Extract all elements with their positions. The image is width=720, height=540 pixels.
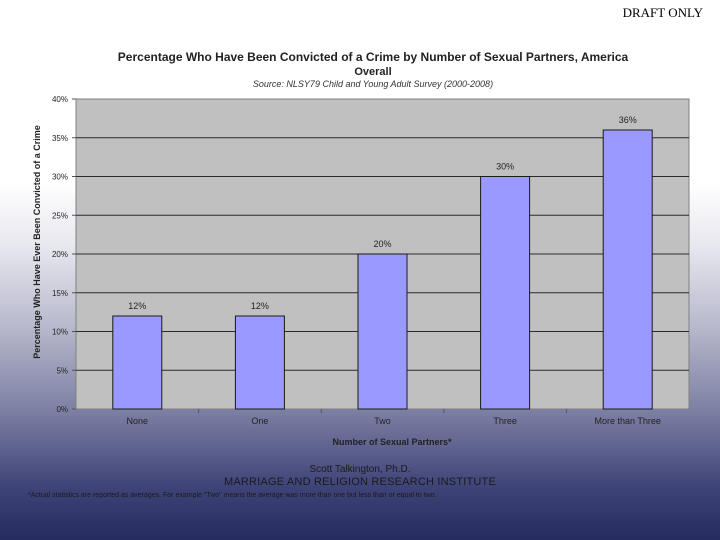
y-tick-label: 5% — [56, 366, 68, 375]
chart-subtitle: Overall — [354, 66, 391, 78]
x-tick-label: One — [251, 416, 268, 426]
footnote: *Actual statistics are reported as avera… — [28, 492, 437, 499]
data-labels: 12% 12% 20% 30% 36% — [128, 115, 636, 311]
footer-author: Scott Talkington, Ph.D. — [309, 464, 411, 475]
bar-three — [480, 176, 531, 410]
draft-watermark: DRAFT ONLY — [622, 5, 703, 20]
y-tick-label: 25% — [52, 211, 68, 220]
x-tick-label: More than Three — [595, 416, 661, 426]
x-tick-label: None — [127, 416, 149, 426]
x-tick-label: Two — [374, 416, 391, 426]
data-label: 12% — [251, 301, 269, 311]
data-label: 30% — [496, 162, 514, 172]
bar-none — [112, 315, 163, 410]
chart: Percentage Who Have Been Convicted of a … — [32, 50, 690, 447]
data-label: 20% — [373, 239, 391, 249]
y-tick-label: 20% — [52, 250, 68, 259]
y-tick-label: 0% — [56, 405, 68, 414]
y-tick-label: 10% — [52, 328, 68, 337]
data-label: 12% — [128, 301, 146, 311]
x-axis-label: Number of Sexual Partners* — [332, 437, 452, 447]
footer-institute: MARRIAGE AND RELIGION RESEARCH INSTITUTE — [223, 476, 497, 488]
x-tick-labels: None One Two Three More than Three — [127, 416, 661, 426]
y-axis-label: Percentage Who Have Ever Been Convicted … — [32, 125, 42, 359]
x-tick-label: Three — [493, 416, 517, 426]
data-label: 36% — [619, 115, 637, 125]
bar-more-than-three — [602, 129, 653, 410]
bar-one — [234, 315, 285, 410]
y-tick-label: 40% — [52, 95, 68, 104]
y-tick-label: 35% — [52, 134, 68, 143]
chart-title: Percentage Who Have Been Convicted of a … — [118, 50, 629, 64]
bar-two — [357, 253, 408, 410]
y-tick-labels: 0% 5% 10% 15% 20% 25% 30% 35% 40% — [52, 95, 68, 414]
y-tick-label: 30% — [52, 173, 68, 182]
y-tick-label: 15% — [52, 289, 68, 298]
bars — [112, 129, 653, 410]
chart-source: Source: NLSY79 Child and Young Adult Sur… — [253, 79, 493, 89]
